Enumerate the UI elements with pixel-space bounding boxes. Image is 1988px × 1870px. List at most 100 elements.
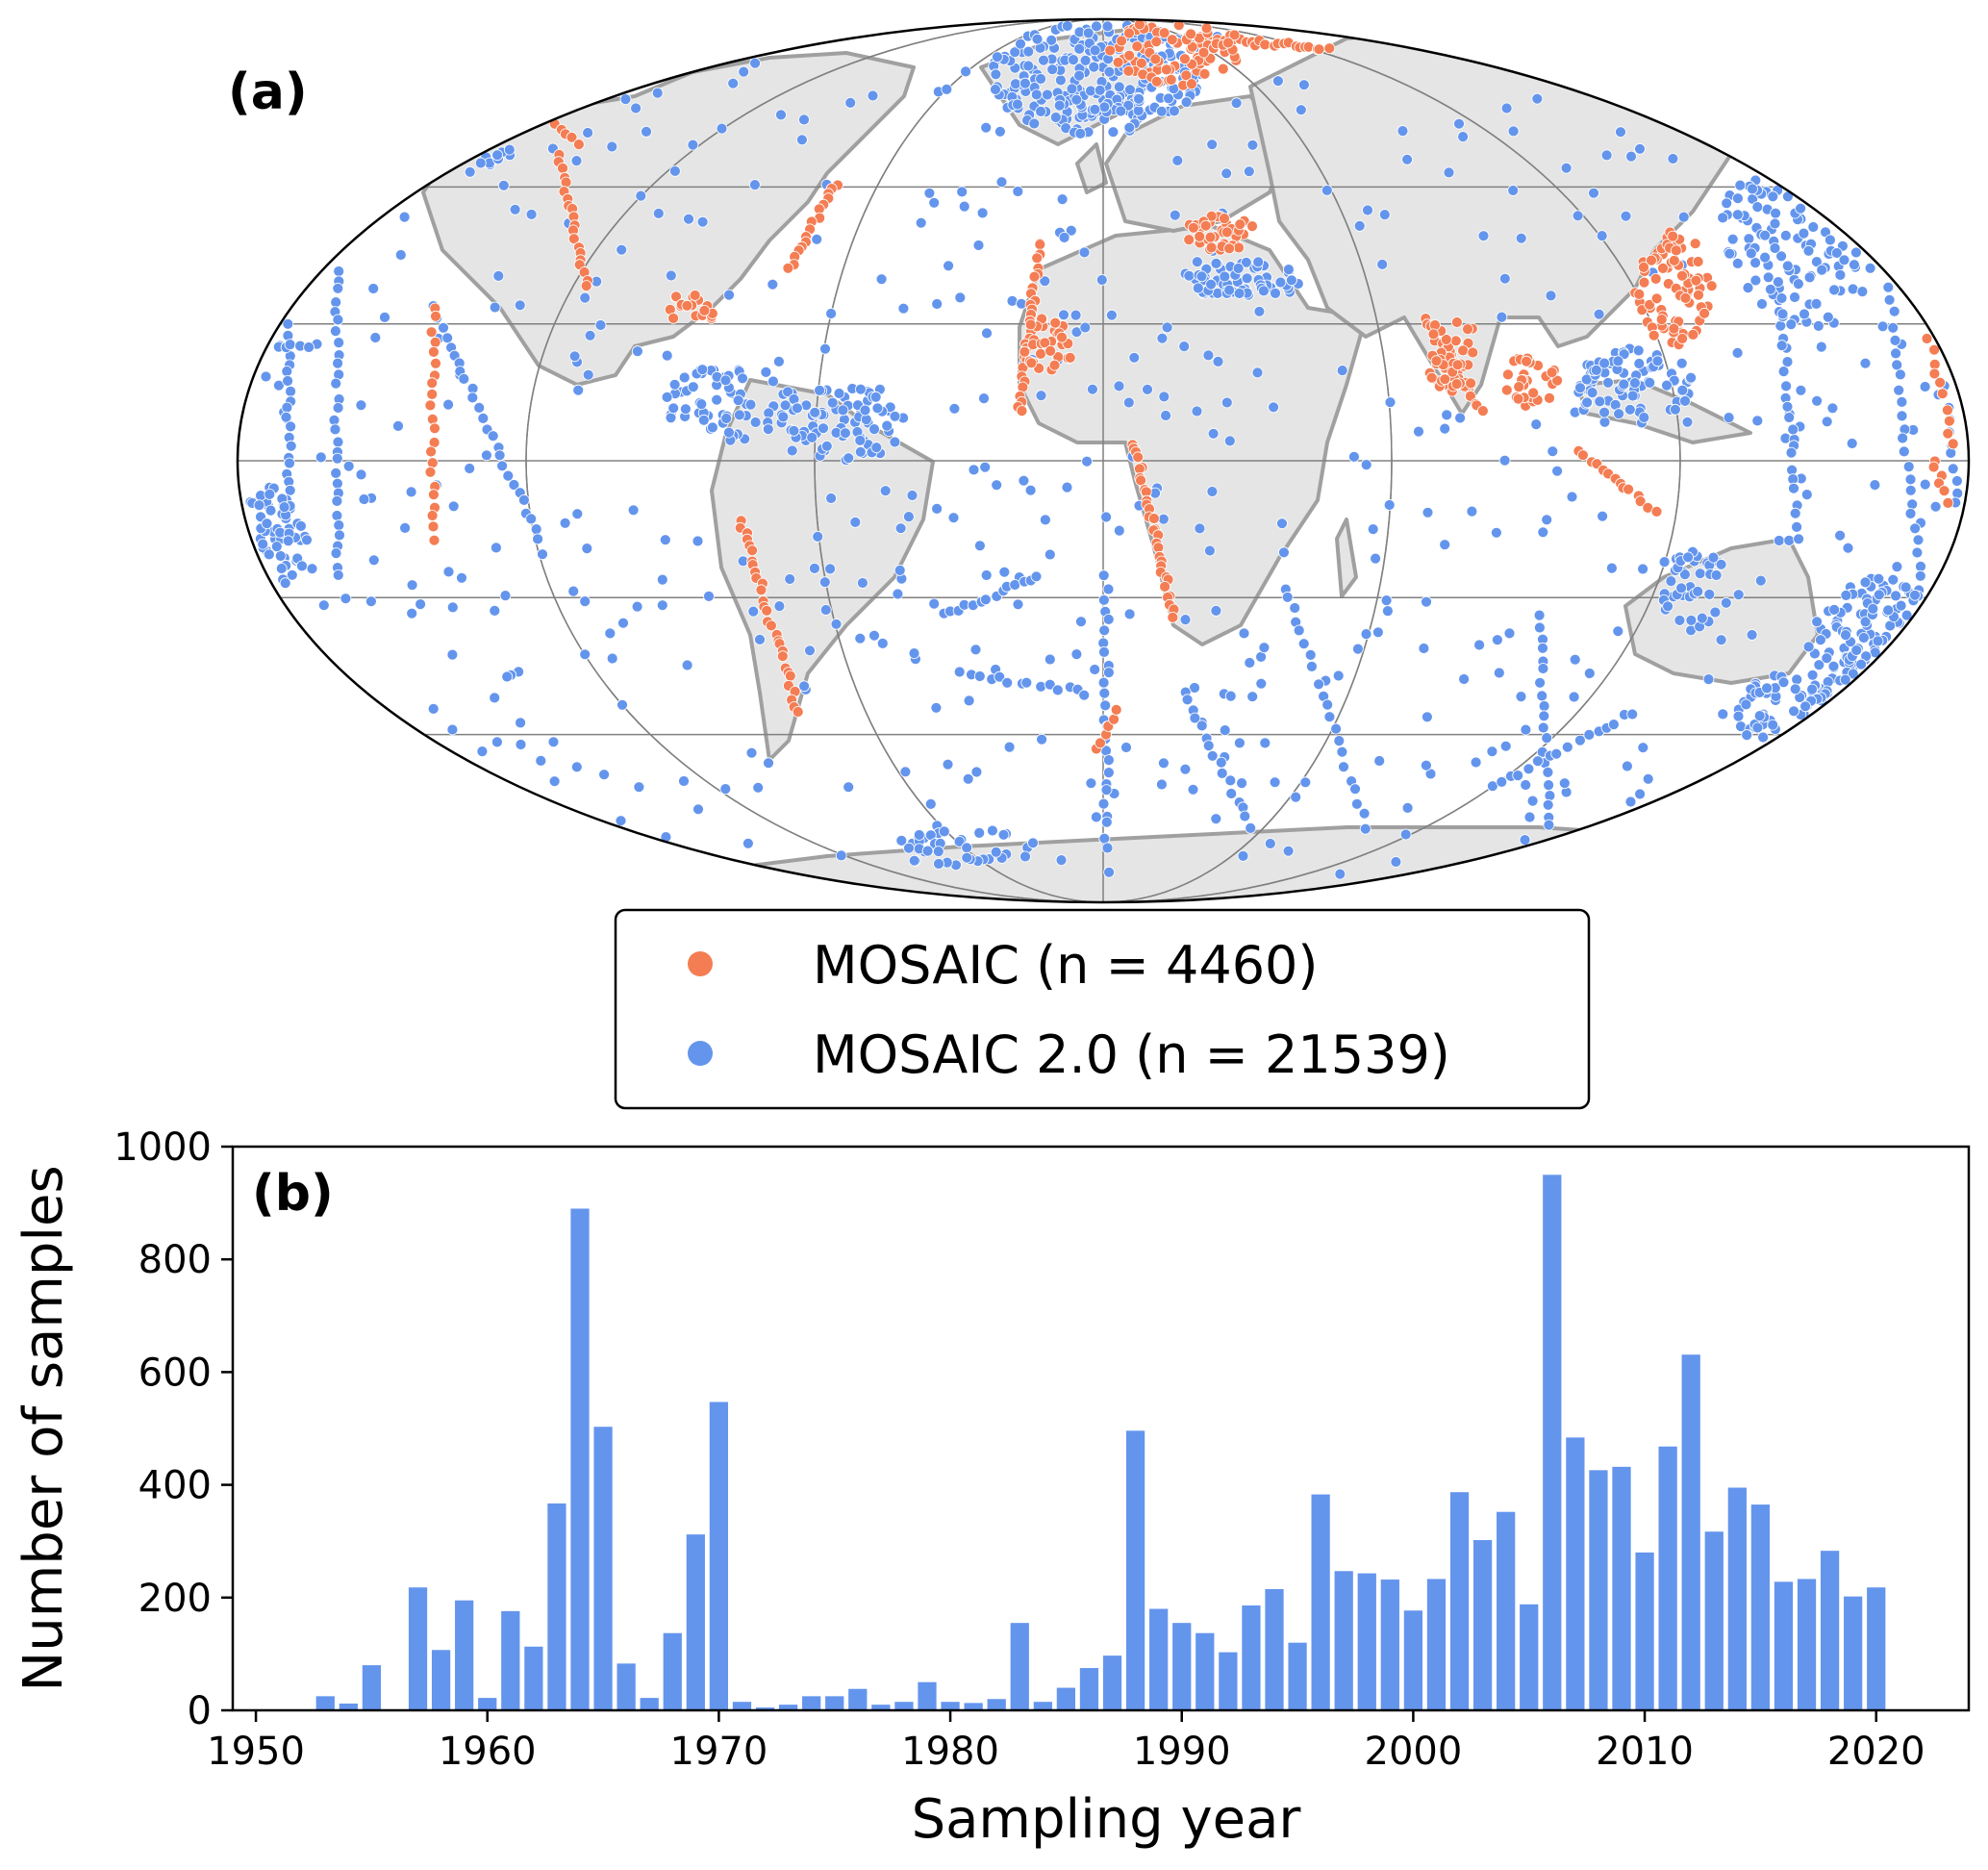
mosaic2-point [1882, 604, 1895, 617]
mosaic-point [1938, 485, 1950, 497]
mosaic2-point [570, 155, 583, 167]
mosaic2-point [1194, 522, 1206, 535]
mosaic2-point [1236, 777, 1247, 789]
mosaic2-point [1828, 284, 1840, 296]
mosaic2-point [1102, 614, 1115, 625]
mosaic2-point [1815, 341, 1827, 353]
mosaic-point [1108, 713, 1120, 725]
mosaic2-point [1900, 609, 1913, 621]
mosaic2-point [1598, 357, 1610, 369]
mosaic-point [1166, 34, 1178, 46]
mosaic2-point [1044, 678, 1056, 691]
mosaic2-point [515, 739, 527, 750]
mosaic2-point [1245, 822, 1257, 834]
bar-1989 [1149, 1608, 1169, 1710]
mosaic2-point [1441, 409, 1453, 421]
mosaic2-point [1180, 96, 1193, 109]
mosaic2-point [1751, 415, 1764, 427]
mosaic-point [1927, 461, 1940, 473]
mosaic2-point [342, 460, 355, 472]
mosaic2-point [1202, 740, 1215, 751]
mosaic2-point [843, 781, 855, 794]
mosaic2-point [570, 761, 583, 773]
bar-2009 [1612, 1466, 1631, 1710]
mosaic2-point [1246, 139, 1259, 151]
mosaic-point [557, 162, 568, 174]
mosaic2-point [491, 149, 503, 162]
mosaic2-point [1321, 698, 1334, 711]
mosaic2-sample-points [244, 19, 1964, 880]
bar-1974 [802, 1696, 821, 1710]
mosaic2-point [442, 566, 455, 578]
mosaic2-point [1890, 347, 1901, 360]
mosaic2-point [1606, 562, 1618, 574]
mosaic2-point [1238, 627, 1250, 640]
mosaic2-point [1781, 260, 1794, 272]
mosaic2-point [906, 490, 919, 501]
mosaic2-point [518, 494, 530, 506]
mosaic2-point [1847, 668, 1859, 680]
mosaic2-point [1286, 274, 1297, 287]
mosaic2-point [1163, 92, 1174, 105]
mosaic-point [429, 422, 440, 435]
mosaic2-point [723, 289, 735, 301]
mosaic2-point [1098, 646, 1110, 658]
mosaic2-point [1500, 102, 1513, 114]
mosaic-point [746, 544, 758, 557]
mosaic-point [689, 290, 701, 301]
mosaic2-point [1572, 210, 1584, 222]
mosaic2-point [1707, 551, 1720, 564]
mosaic2-point [1783, 412, 1796, 423]
mosaic2-point [1338, 761, 1349, 773]
mosaic2-point [491, 542, 502, 554]
mosaic2-point [1210, 813, 1222, 825]
mosaic2-point [1283, 264, 1295, 276]
mosaic2-point [415, 598, 427, 610]
mosaic-point [1655, 314, 1668, 326]
mosaic-point [1031, 252, 1044, 265]
y-tick-label: 0 [188, 1689, 212, 1733]
mosaic2-point [687, 381, 699, 393]
mosaic-point [1149, 53, 1162, 65]
mosaic2-point [1537, 526, 1549, 539]
mosaic2-point [1202, 349, 1215, 362]
mosaic2-point [859, 404, 871, 417]
mosaic2-point [942, 758, 954, 771]
mosaic2-point [1826, 402, 1839, 415]
mosaic2-point [1822, 311, 1834, 323]
mosaic2-point [270, 541, 283, 552]
mosaic2-point [1097, 676, 1110, 689]
mosaic2-point [1740, 698, 1752, 711]
mosaic2-point [1491, 526, 1502, 539]
mosaic2-point [1187, 783, 1199, 796]
mosaic2-point [1896, 395, 1908, 408]
mosaic2-point [1793, 533, 1804, 545]
mosaic2-point [1702, 673, 1715, 685]
mosaic2-point [275, 563, 288, 574]
mosaic2-point [1212, 355, 1224, 367]
mosaic2-point [697, 414, 710, 426]
mosaic2-point [1795, 384, 1807, 396]
mosaic2-point [665, 412, 677, 424]
mosaic2-point [584, 329, 596, 341]
mosaic2-point [1100, 784, 1113, 796]
bar-2020 [1867, 1587, 1886, 1710]
mosaic2-point [1378, 209, 1391, 221]
mosaic2-point [641, 125, 652, 138]
mosaic2-point [1299, 776, 1312, 789]
mosaic2-point [1133, 92, 1145, 105]
mosaic2-point [1019, 77, 1031, 89]
mosaic2-point [1336, 365, 1348, 377]
mosaic2-point [1800, 489, 1813, 500]
bar-2007 [1566, 1437, 1585, 1710]
mosaic-point [1650, 506, 1663, 518]
mosaic2-point [668, 378, 681, 391]
mosaic-point [429, 336, 441, 348]
mosaic2-point [1598, 416, 1611, 428]
mosaic2-point [1568, 691, 1580, 703]
graticule-meridian [814, 19, 1393, 902]
mosaic-point [1944, 415, 1955, 427]
mosaic2-point [1902, 461, 1915, 473]
bar-2004 [1497, 1511, 1516, 1710]
mosaic2-point [1169, 209, 1181, 221]
